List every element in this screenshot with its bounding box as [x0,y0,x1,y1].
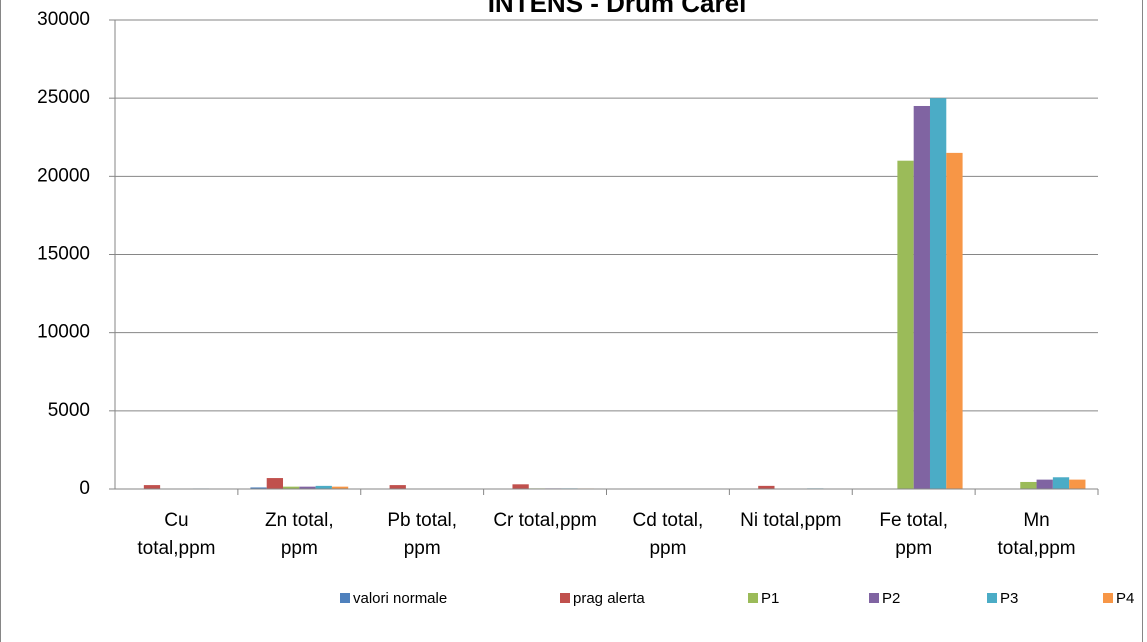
bar [389,485,406,489]
bar [929,98,947,490]
x-tick-label: Cu total,ppm [137,510,216,559]
bar [1020,481,1037,489]
legend-swatch [869,593,879,603]
legend-label: P3 [1000,590,1018,607]
bar [897,160,914,489]
x-tick-label: Fe total, ppm [879,510,949,559]
bar [1069,479,1086,489]
bar [331,486,349,489]
y-tick-label: 0 [79,478,90,499]
bar [299,486,316,489]
x-tick-label: Zn total, ppm [264,510,334,559]
x-tick-label: Cd total, ppm [632,510,704,559]
x-tick-label: Pb total, ppm [387,510,458,559]
bar [266,478,284,489]
bar [512,484,529,489]
bar [946,152,963,489]
legend-label: P1 [761,590,779,607]
legend-label: prag alerta [573,590,645,607]
bar [758,485,775,489]
x-tick-label: Cr total,ppm [493,510,597,531]
x-tick-label: Ni total,ppm [740,510,842,531]
legend-swatch [748,593,758,603]
legend-label: P2 [882,590,900,607]
bar [283,486,300,489]
legend-label: P4 [1116,590,1134,607]
bar [250,487,267,489]
y-tick-label: 20000 [37,165,90,186]
y-tick-label: 25000 [37,87,90,108]
legend-swatch [1103,593,1113,603]
y-tick-label: 5000 [48,400,90,421]
bar [1052,477,1070,489]
y-tick-label: 15000 [37,244,90,265]
bar [315,485,332,489]
bar [913,105,930,489]
y-tick-label: 10000 [37,322,90,343]
legend-swatch [987,593,997,603]
y-tick-label: 30000 [37,9,90,30]
x-tick-label: Mn total,ppm [997,510,1076,559]
bar [1036,479,1053,489]
legend-swatch [560,593,570,603]
legend-label: valori normale [353,590,447,607]
legend-swatch [340,593,350,603]
chart-title: INTENS - Drum Carei [488,0,747,18]
bar [143,485,161,489]
